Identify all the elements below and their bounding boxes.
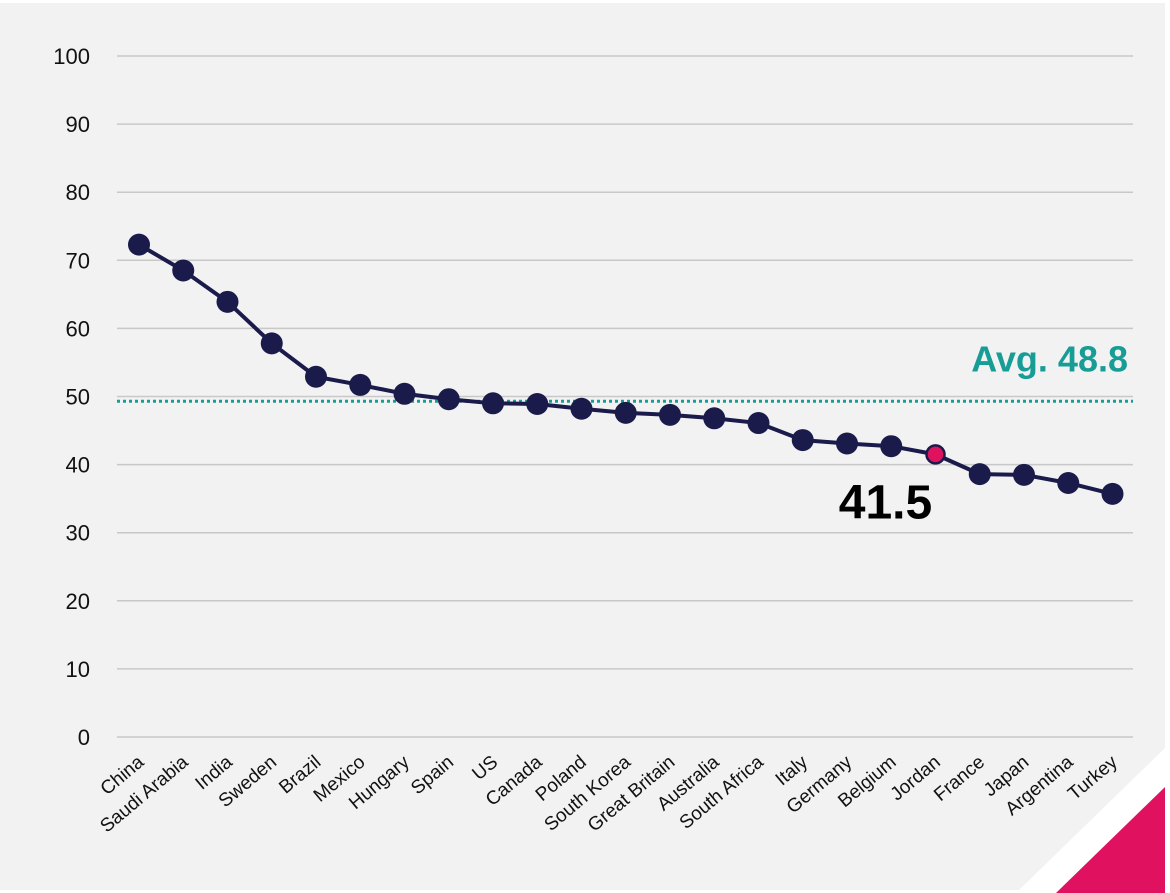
data-point <box>349 373 372 396</box>
corner-accent-triangle <box>1056 787 1165 893</box>
y-tick-label: 50 <box>66 385 90 410</box>
y-tick-label: 10 <box>66 657 90 682</box>
data-point <box>880 435 903 458</box>
data-point <box>1013 463 1035 486</box>
y-tick-label: 30 <box>66 521 90 546</box>
y-tick-label: 20 <box>66 589 90 614</box>
corner-decoration <box>1016 748 1165 893</box>
gridlines <box>117 55 1133 738</box>
data-point-highlight <box>925 444 946 465</box>
data-point <box>526 392 549 415</box>
data-point <box>1101 482 1124 505</box>
y-tick-label: 0 <box>78 725 90 750</box>
y-tick-label: 40 <box>66 453 90 478</box>
y-axis-tick-labels: 0 10 20 30 40 50 60 70 80 90 100 <box>53 44 90 750</box>
y-tick-label: 90 <box>66 112 90 137</box>
data-point <box>836 432 858 455</box>
data-point <box>659 403 681 426</box>
y-tick-label: 70 <box>66 248 90 273</box>
data-point <box>968 463 991 486</box>
data-point <box>614 401 637 424</box>
average-label: Avg. 48.8 <box>971 338 1128 379</box>
data-point <box>128 233 150 256</box>
data-point <box>482 392 504 415</box>
data-point <box>216 290 239 313</box>
data-point <box>747 412 770 435</box>
data-points <box>128 233 1124 505</box>
chart-background <box>0 3 1165 890</box>
data-point <box>172 259 195 282</box>
highlight-value-label: 41.5 <box>839 476 932 529</box>
data-point <box>437 388 460 411</box>
data-point <box>791 429 814 452</box>
y-tick-label: 80 <box>66 180 90 205</box>
data-point <box>570 397 593 420</box>
data-point <box>393 382 416 405</box>
y-tick-label: 100 <box>53 44 90 69</box>
data-point <box>260 332 283 355</box>
y-tick-label: 60 <box>66 316 90 341</box>
data-point <box>305 365 327 388</box>
data-point <box>1057 471 1080 494</box>
data-point <box>703 407 726 430</box>
